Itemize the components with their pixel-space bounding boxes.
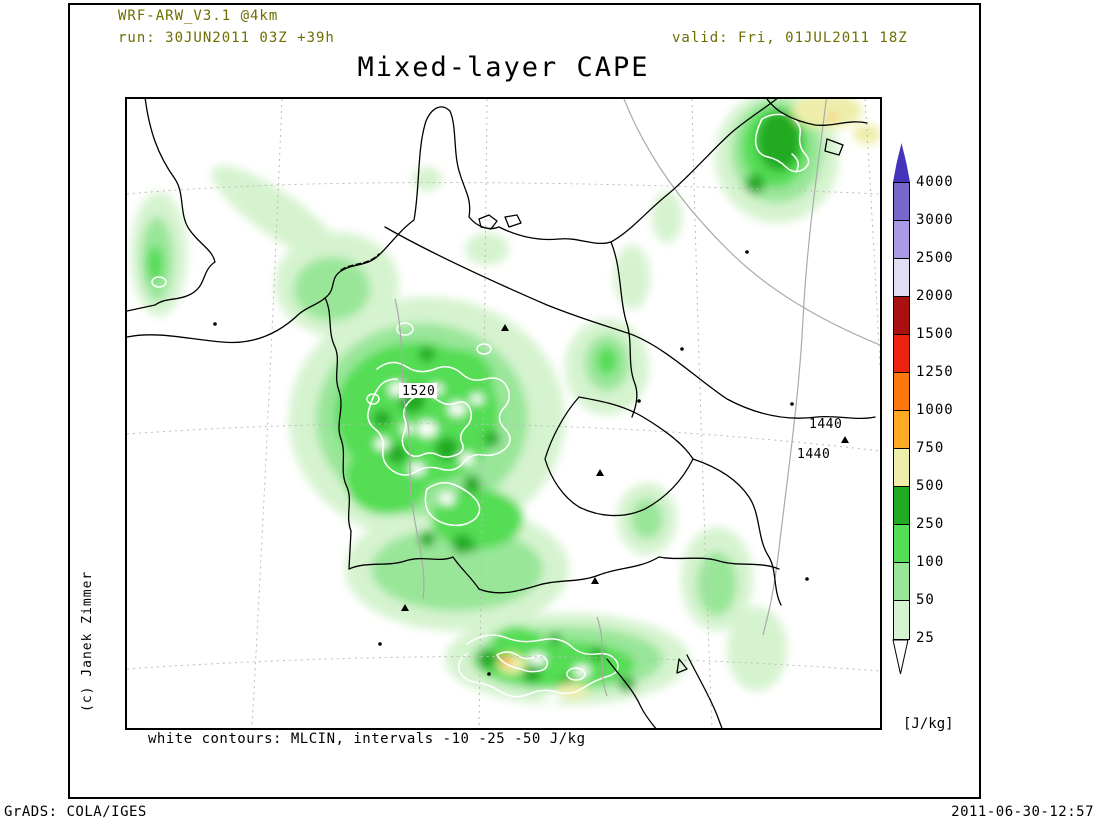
contour-label-1440-b: 1440: [797, 447, 830, 462]
cape-map: 1520 1440 1440: [125, 97, 882, 730]
colorbar-segment: [894, 221, 909, 259]
colorbar-tick-label: 1500: [916, 326, 954, 342]
run-time-label: run: 30JUN2011 03Z +39h: [118, 30, 335, 46]
contour-label-1440-a: 1440: [809, 417, 842, 432]
colorbar-segment: [894, 487, 909, 525]
model-version-label: WRF-ARW_V3.1 @4km: [118, 8, 279, 24]
colorbar-segment: [894, 449, 909, 487]
colorbar-segment: [894, 373, 909, 411]
colorbar-tick-label: 3000: [916, 212, 954, 228]
colorbar-segment: [894, 563, 909, 601]
colorbar-tick-label: 750: [916, 440, 945, 456]
contour-label-1520: 1520: [402, 384, 435, 399]
grads-credit-label: GrADS: COLA/IGES: [4, 804, 147, 820]
colorbar-tick-label: 1250: [916, 364, 954, 380]
colorbar-tick-label: 2500: [916, 250, 954, 266]
colorbar-segment: [894, 411, 909, 449]
cape-shading: [131, 99, 880, 705]
valid-time-label: valid: Fri, 01JUL2011 18Z: [672, 30, 908, 46]
colorbar-segment: [894, 183, 909, 221]
copyright-credit: (c) Janek Zimmer: [80, 570, 95, 712]
contour-label-box: [399, 383, 437, 398]
colorbar-units-label: [J/kg]: [903, 716, 954, 732]
colorbar-segments: [893, 182, 910, 640]
colorbar-segment: [894, 601, 909, 639]
colorbar-tick-label: 25: [916, 630, 935, 646]
plot-outer-frame: [68, 3, 981, 799]
plot-title: Mixed-layer CAPE: [357, 52, 650, 83]
colorbar-segment: [894, 335, 909, 373]
colorbar-tick-label: 500: [916, 478, 945, 494]
country-borders: [127, 99, 876, 728]
colorbar-tick-label: 100: [916, 554, 945, 570]
graticule: [127, 99, 880, 728]
contours-caption: white contours: MLCIN, intervals -10 -25…: [148, 731, 586, 747]
colorbar-tick-label: 1000: [916, 402, 954, 418]
colorbar-segment: [894, 297, 909, 335]
mlcin-contours: [151, 113, 810, 698]
colorbar-tick-label: 50: [916, 592, 935, 608]
gray-contours: [394, 99, 880, 697]
colorbar-tick-label: 4000: [916, 174, 954, 190]
colorbar-under-arrow: [892, 639, 909, 675]
colorbar-labels: 4000 3000 2500 2000 1500 1250 1000 750 500 250 100…: [916, 163, 976, 657]
colorbar-tick-label: 2000: [916, 288, 954, 304]
colorbar-segment: [894, 525, 909, 563]
colorbar-tick-label: 250: [916, 516, 945, 532]
colorbar-segment: [894, 259, 909, 297]
creation-timestamp-label: 2011-06-30-12:57: [951, 804, 1094, 820]
station-markers: [213, 250, 849, 676]
